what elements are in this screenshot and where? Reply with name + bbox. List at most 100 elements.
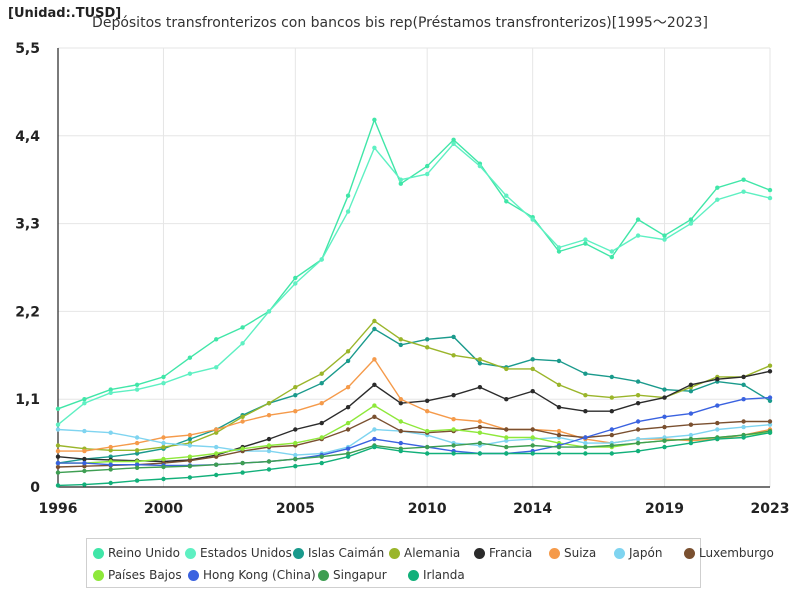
data-point	[161, 381, 166, 386]
legend-swatch	[549, 547, 560, 559]
y-tick-label: 5,5	[15, 41, 40, 57]
data-point	[345, 420, 351, 426]
data-point	[55, 464, 61, 470]
x-tick-label: 2005	[276, 501, 315, 517]
data-point	[451, 334, 456, 340]
data-point	[767, 430, 773, 435]
y-tick-label: 2,2	[15, 304, 40, 320]
data-point	[688, 217, 694, 222]
data-point	[82, 456, 87, 462]
data-point	[688, 221, 694, 226]
data-point	[398, 440, 403, 446]
data-point	[504, 438, 509, 443]
data-point	[451, 443, 456, 448]
data-point	[741, 189, 746, 194]
data-point	[583, 409, 588, 414]
data-point	[82, 448, 87, 454]
data-point	[688, 440, 694, 446]
data-point	[715, 185, 720, 190]
data-point	[293, 275, 298, 281]
series-line-8	[57, 416, 770, 468]
data-point	[108, 467, 113, 472]
legend-swatch	[318, 569, 329, 581]
data-point	[715, 427, 720, 432]
data-point	[214, 337, 219, 342]
data-point	[767, 395, 773, 400]
legend-item: Japón	[614, 546, 684, 560]
data-point	[556, 432, 562, 438]
legend-swatch	[93, 547, 104, 559]
data-point	[688, 389, 694, 394]
data-point	[82, 460, 87, 466]
legend-swatch	[185, 547, 196, 559]
data-point	[635, 401, 641, 406]
data-point	[372, 145, 377, 150]
data-point	[161, 456, 166, 462]
data-point	[715, 197, 720, 202]
data-point	[609, 432, 614, 438]
data-point	[108, 448, 113, 453]
data-point	[187, 443, 193, 448]
data-point	[161, 374, 166, 380]
data-point	[108, 387, 113, 392]
data-point	[662, 233, 667, 238]
data-point	[319, 454, 324, 459]
data-point	[108, 444, 113, 450]
data-point	[266, 448, 272, 454]
data-point	[609, 374, 614, 380]
legend-item: Reino Unido	[93, 546, 185, 560]
data-point	[293, 427, 298, 432]
data-point	[161, 464, 166, 470]
data-point	[187, 475, 193, 480]
data-point	[662, 237, 667, 242]
legend-label: Singapur	[333, 568, 387, 582]
x-tick-label: 2019	[645, 501, 684, 517]
data-point	[319, 371, 324, 376]
data-point	[372, 427, 377, 432]
data-point	[451, 417, 456, 422]
y-tick-label: 1,1	[15, 392, 40, 408]
data-point	[345, 446, 351, 451]
data-point	[345, 427, 351, 432]
data-point	[161, 476, 166, 482]
data-point	[688, 422, 694, 427]
data-point	[741, 177, 746, 182]
data-point	[108, 390, 113, 395]
data-point	[556, 358, 562, 364]
data-point	[662, 414, 667, 419]
data-point	[161, 440, 166, 446]
data-point	[451, 141, 456, 146]
data-point	[451, 427, 456, 432]
data-point	[55, 422, 61, 427]
data-point	[425, 337, 430, 342]
series-line-1	[57, 117, 771, 410]
legend-item: Alemania	[389, 546, 474, 560]
data-point	[662, 387, 667, 392]
x-tick-label: 2010	[408, 501, 447, 517]
data-point	[398, 397, 403, 402]
series-line-5	[57, 370, 771, 463]
data-point	[293, 393, 298, 398]
data-point	[134, 440, 140, 446]
data-point	[556, 444, 562, 450]
data-point	[477, 385, 483, 390]
data-point	[187, 464, 193, 469]
data-point	[583, 237, 588, 242]
data-point	[635, 379, 641, 384]
data-point	[425, 444, 430, 450]
data-point	[741, 374, 746, 380]
data-point	[372, 436, 377, 442]
y-tick-label: 0	[30, 480, 40, 496]
data-point	[556, 245, 562, 250]
legend-swatch	[188, 569, 199, 581]
data-point	[477, 440, 483, 446]
data-point	[240, 460, 245, 466]
data-point	[372, 414, 377, 419]
legend-item: Singapur	[318, 568, 408, 582]
data-point	[583, 435, 588, 440]
data-point	[240, 470, 245, 475]
data-point	[398, 428, 403, 434]
legend-label: Irlanda	[423, 568, 465, 582]
data-point	[477, 451, 483, 456]
legend-item: Estados Unidos	[185, 546, 293, 560]
